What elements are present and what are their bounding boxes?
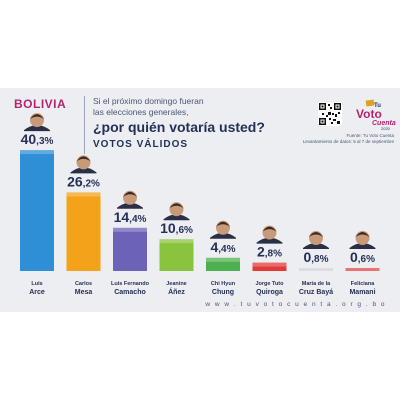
- portrait-hair-0: [30, 114, 44, 120]
- candidate-last-name-0: Arce: [29, 289, 45, 296]
- bar-chart: 40,3% Luis Arce 26,2% Carlos Mesa 14,4% Luis Fe…: [20, 113, 380, 296]
- bar-highlight-4: [206, 257, 240, 262]
- question-title: ¿por quién votaría usted?: [93, 119, 265, 135]
- bar-2: [113, 227, 147, 271]
- value-label-1: 26,2%: [67, 173, 100, 189]
- portrait-hair-5: [262, 226, 277, 232]
- bar-highlight-5: [252, 262, 287, 267]
- value-label-6: 0,8%: [303, 249, 328, 265]
- bar-4: [206, 257, 240, 271]
- candidate-last-name-5: Quiroga: [256, 289, 283, 296]
- bar-highlight-0: [20, 150, 54, 155]
- value-label-5: 2,8%: [257, 244, 282, 260]
- country-label: BOLIVIA: [14, 97, 67, 111]
- portrait-hair-1: [76, 156, 91, 162]
- bar-7: [345, 268, 380, 271]
- bar-highlight-7: [345, 268, 380, 271]
- portrait-shoulders-3: [163, 214, 190, 221]
- question-line-2: las elecciones generales,: [93, 107, 189, 117]
- value-label-4: 4,4%: [210, 239, 235, 255]
- portrait-hair-4: [216, 221, 230, 227]
- chart-subtitle: VOTOS VÁLIDOS: [93, 139, 189, 150]
- candidate-first-name-7: Feliciana: [351, 281, 375, 287]
- portrait-shoulders-2: [117, 202, 143, 209]
- bar-5: [252, 262, 287, 271]
- tu-voto-cuenta-logo: Tu Voto Cuenta 2020: [356, 99, 396, 130]
- bar-highlight-2: [113, 227, 147, 232]
- portrait-shoulders-0: [24, 125, 50, 132]
- candidate-last-name-7: Mamani: [349, 289, 375, 296]
- candidate-first-name-0: Luis: [31, 281, 42, 287]
- logo-text-2: Voto: [356, 107, 382, 121]
- candidate-first-name-4: Chi Hyun: [211, 281, 236, 287]
- source-line-2: Levantamiento de datos: 5 al 7 de septie…: [302, 139, 394, 144]
- candidate-last-name-6: Cruz Bayá: [299, 289, 333, 296]
- candidate-last-name-4: Chung: [212, 289, 234, 296]
- top-border: [0, 0, 400, 88]
- bar-1: [66, 192, 101, 271]
- candidate-last-name-2: Camacho: [114, 289, 146, 296]
- value-label-0: 40,3%: [21, 131, 54, 147]
- candidate-first-name-3: Jeanine: [166, 281, 186, 287]
- header-divider: [84, 96, 85, 154]
- portrait-shoulders-1: [70, 167, 97, 174]
- source-line-1: Fuente: Tu Voto Cuenta: [346, 133, 394, 138]
- candidate-last-name-3: Áñez: [168, 287, 185, 296]
- bar-highlight-6: [299, 268, 333, 271]
- portrait-shoulders-5: [256, 237, 283, 244]
- poll-panel: BOLIVIA Si el próximo domingo fueran las…: [0, 88, 400, 312]
- source-note: Fuente: Tu Voto Cuenta Levantamiento de …: [303, 133, 394, 145]
- value-label-3: 10,6%: [160, 220, 193, 236]
- candidate-first-name-5: Jorge Tuto: [255, 281, 284, 287]
- bar-highlight-3: [159, 239, 194, 244]
- candidate-first-name-6: María de la: [302, 281, 331, 287]
- bar-0: [20, 150, 54, 271]
- value-label-7: 0,6%: [350, 249, 375, 265]
- portrait-hair-3: [169, 203, 184, 209]
- candidate-last-name-1: Mesa: [75, 289, 93, 296]
- qr-code-icon[interactable]: [318, 102, 342, 126]
- logo-text-3: Cuenta: [372, 120, 396, 127]
- footer-url[interactable]: w w w . t u v o t o c u e n t a . o r g …: [205, 301, 386, 308]
- portrait-shoulders-6: [303, 243, 329, 249]
- portrait-hair-6: [309, 232, 323, 237]
- portrait-shoulders-4: [210, 232, 236, 239]
- bar-3: [159, 239, 194, 271]
- portrait-hair-7: [355, 232, 370, 237]
- bar-6: [299, 268, 333, 271]
- portrait-hair-2: [123, 191, 137, 197]
- logo-text-1: Tu: [374, 103, 381, 109]
- value-label-2: 14,4%: [114, 209, 147, 225]
- bottom-border: [0, 312, 400, 400]
- bar-highlight-1: [66, 192, 101, 197]
- question-line-1: Si el próximo domingo fueran: [93, 96, 204, 106]
- portrait-shoulders-7: [349, 243, 376, 249]
- candidate-first-name-1: Carlos: [75, 281, 92, 287]
- logo-year: 2020: [381, 126, 391, 130]
- candidate-first-name-2: Luis Fernando: [111, 281, 150, 287]
